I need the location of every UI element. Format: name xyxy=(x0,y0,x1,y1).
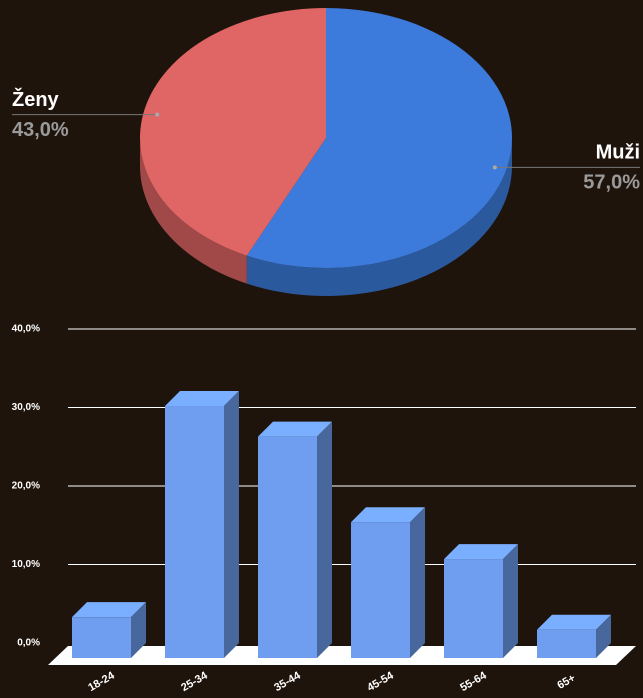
pie-slice xyxy=(246,8,512,268)
x-tick-label: 45-54 xyxy=(365,669,396,694)
y-tick-label: 20,0% xyxy=(12,481,40,492)
y-tick-label: 10,0% xyxy=(12,559,40,570)
x-tick-label: 55-64 xyxy=(458,669,489,694)
bar-top xyxy=(165,391,239,407)
pie-side xyxy=(246,138,512,296)
bar-top xyxy=(444,544,518,560)
slice-label: Ženy xyxy=(12,87,60,111)
bar-side xyxy=(503,544,518,658)
bar xyxy=(351,522,410,658)
bar-side xyxy=(410,507,425,658)
x-tick-label: 65+ xyxy=(555,672,577,692)
bar xyxy=(258,436,317,658)
leader-dot xyxy=(155,112,160,117)
x-tick-label: 25-34 xyxy=(179,669,210,694)
x-tick-label: 35-44 xyxy=(272,669,303,694)
bar-top xyxy=(258,421,332,437)
bar-side xyxy=(131,602,146,658)
bar xyxy=(72,617,131,658)
bar-top xyxy=(537,614,611,630)
pie-side xyxy=(140,138,247,284)
bar-top xyxy=(72,602,146,618)
bar xyxy=(165,406,224,658)
bar-top xyxy=(351,507,425,523)
bar xyxy=(537,629,596,658)
x-tick-label: 18-24 xyxy=(86,669,117,694)
y-tick-label: 40,0% xyxy=(12,324,40,335)
leader-dot xyxy=(492,165,497,170)
pie-slice xyxy=(139,8,326,256)
slice-label: Muži xyxy=(596,142,640,164)
bar-side xyxy=(317,421,332,658)
bar xyxy=(444,559,503,658)
y-tick-label: 0,0% xyxy=(17,638,40,649)
y-tick-label: 30,0% xyxy=(12,402,40,413)
bar-side xyxy=(596,614,611,658)
bar-side xyxy=(224,391,239,658)
slice-value-label: 43,0% xyxy=(12,119,69,141)
slice-value-label: 57,0% xyxy=(583,172,640,194)
